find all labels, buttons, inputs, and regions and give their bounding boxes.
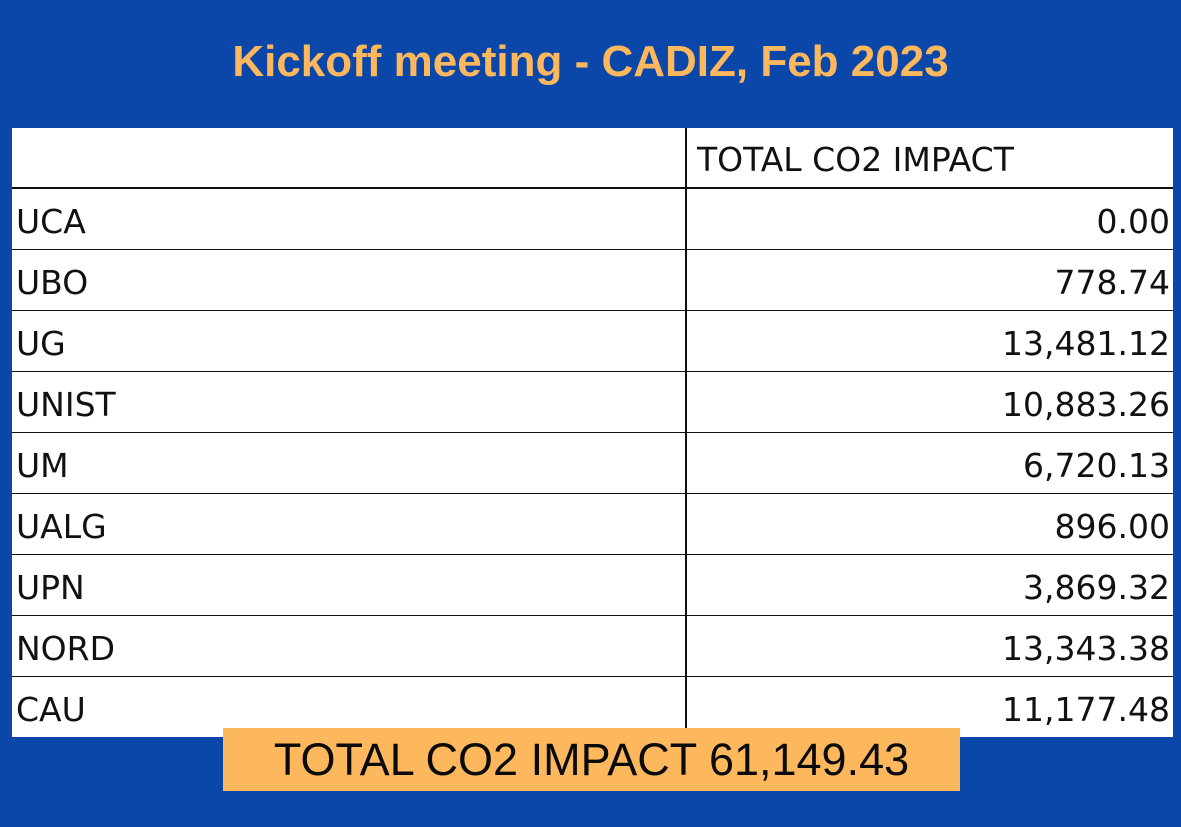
page-title: Kickoff meeting - CADIZ, Feb 2023 [232, 37, 949, 86]
row-name: UG [12, 310, 687, 372]
row-value: 11,177.48 [1002, 690, 1170, 729]
row-value: 13,343.38 [686, 615, 1173, 677]
co2-impact-table: TOTAL CO2 IMPACT UCA 0.00 UBO 778.74 UG … [12, 128, 1173, 737]
table-row: NORD 13,343.38 [12, 615, 1173, 677]
table-row: UBO 778.74 [12, 249, 1173, 311]
row-name: NORD [12, 615, 687, 677]
table-row: UM 6,720.13 [12, 432, 1173, 494]
row-value: 13,481.12 [686, 310, 1173, 372]
table-row: UNIST 10,883.26 [12, 371, 1173, 433]
row-name: CAU [12, 676, 687, 737]
row-value: 896.00 [686, 493, 1173, 555]
table-row: UG 13,481.12 [12, 310, 1173, 372]
table-row: UCA 0.00 [12, 188, 1173, 250]
total-co2-impact-banner: TOTAL CO2 IMPACT 61,149.43 [223, 728, 960, 791]
row-name: UPN [12, 554, 687, 616]
row-name: UNIST [12, 371, 687, 433]
header-empty-cell [12, 128, 687, 189]
row-value: 778.74 [686, 249, 1173, 311]
column-header-total-co2: TOTAL CO2 IMPACT [686, 128, 1173, 189]
row-name: UBO [12, 249, 687, 311]
table-header-row: TOTAL CO2 IMPACT [12, 128, 1173, 189]
table-row: CAU 11,177.48 [12, 676, 1173, 737]
row-value: 3,869.32 [686, 554, 1173, 616]
row-value: 10,883.26 [686, 371, 1173, 433]
row-name: UCA [12, 188, 687, 250]
table-row: UALG 896.00 [12, 493, 1173, 555]
row-value: 6,720.13 [686, 432, 1173, 494]
row-name: UM [12, 432, 687, 494]
row-value: 0.00 [686, 188, 1173, 250]
table-row: UPN 3,869.32 [12, 554, 1173, 616]
row-name: UALG [12, 493, 687, 555]
